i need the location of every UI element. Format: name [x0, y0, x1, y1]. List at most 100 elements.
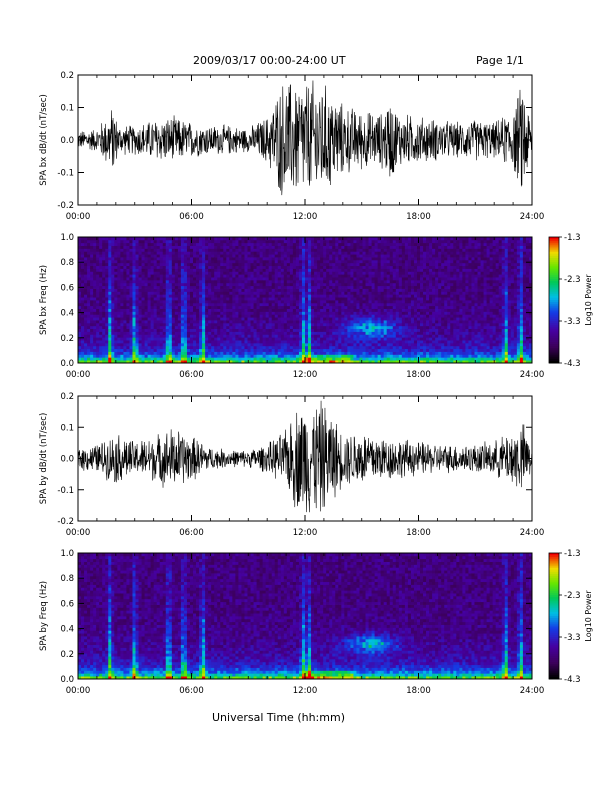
heatmap-cell	[253, 325, 257, 330]
heatmap-cell	[217, 279, 221, 284]
heatmap-cell	[108, 325, 112, 330]
heatmap-cell	[410, 245, 415, 249]
heatmap-cell	[244, 345, 248, 350]
heatmap-cell	[141, 337, 145, 341]
heatmap-cell	[398, 285, 403, 289]
heatmap-cell	[298, 308, 303, 312]
heatmap-cell	[81, 251, 85, 255]
heatmap-cell	[298, 259, 303, 264]
heatmap-cell	[123, 328, 127, 332]
heatmap-cell	[317, 254, 321, 258]
heatmap-cell	[205, 268, 209, 272]
heatmap-cell	[117, 259, 121, 264]
heatmap-cell	[344, 242, 348, 246]
heatmap-cell	[183, 320, 188, 324]
heatmap-cell	[205, 351, 209, 355]
heatmap-cell	[314, 254, 318, 258]
heatmap-cell	[238, 268, 242, 272]
heatmap-cell	[407, 265, 412, 269]
heatmap-cell	[135, 285, 139, 289]
heatmap-cell	[311, 345, 315, 350]
heatmap-cell	[280, 314, 285, 318]
heatmap-cell	[244, 360, 248, 364]
heatmap-cell	[305, 251, 309, 255]
heatmap-cell	[362, 348, 366, 352]
heatmap-cell	[344, 254, 348, 258]
heatmap-cell	[93, 345, 97, 350]
heatmap-cell	[211, 305, 215, 309]
heatmap-cell	[156, 239, 161, 244]
heatmap-cell	[383, 277, 388, 281]
heatmap-cell	[250, 239, 254, 244]
heatmap-cell	[165, 271, 170, 275]
heatmap-cell	[398, 311, 403, 315]
heatmap-cell	[286, 265, 291, 269]
heatmap-cell	[401, 322, 406, 327]
heatmap-cell	[413, 360, 418, 364]
heatmap-cell	[162, 334, 167, 338]
heatmap-cell	[126, 285, 130, 289]
heatmap-cell	[371, 239, 376, 244]
heatmap-cell	[220, 297, 224, 301]
heatmap-cell	[280, 268, 285, 272]
heatmap-cell	[114, 300, 118, 304]
heatmap-cell	[229, 242, 233, 246]
heatmap-cell	[214, 248, 218, 252]
heatmap-cell	[377, 357, 382, 361]
heatmap-cell	[286, 314, 291, 318]
heatmap-cell	[253, 345, 257, 350]
heatmap-cell	[226, 254, 230, 258]
heatmap-cell	[335, 297, 339, 301]
heatmap-cell	[298, 357, 303, 361]
heatmap-cell	[238, 308, 242, 312]
heatmap-cell	[259, 294, 264, 298]
heatmap-cell	[350, 314, 354, 318]
heatmap-cell	[292, 320, 297, 324]
heatmap-cell	[271, 288, 276, 292]
heatmap-cell	[295, 265, 300, 269]
heatmap-cell	[135, 245, 139, 249]
heatmap-cell	[189, 245, 194, 249]
heatmap-cell	[156, 245, 161, 249]
heatmap-cell	[323, 262, 327, 267]
heatmap-cell	[320, 328, 324, 332]
heatmap-cell	[123, 285, 127, 289]
heatmap-cell	[356, 271, 360, 275]
heatmap-cell	[280, 294, 285, 298]
heatmap-cell	[208, 254, 212, 258]
heatmap-cell	[413, 285, 418, 289]
heatmap-cell	[120, 288, 124, 292]
heatmap-cell	[183, 348, 188, 352]
heatmap-cell	[174, 245, 179, 249]
heatmap-cell	[147, 254, 152, 258]
heatmap-cell	[211, 351, 215, 355]
heatmap-cell	[286, 237, 291, 241]
heatmap-cell	[283, 271, 288, 275]
heatmap-cell	[241, 317, 245, 321]
heatmap-cell	[277, 288, 282, 292]
heatmap-cell	[159, 239, 164, 244]
heatmap-cell	[171, 337, 176, 341]
heatmap-cell	[174, 317, 179, 321]
heatmap-cell	[398, 340, 403, 344]
heatmap-cell	[250, 302, 254, 307]
heatmap-cell	[156, 348, 161, 352]
heatmap-cell	[362, 285, 366, 289]
heatmap-cell	[162, 340, 167, 344]
heatmap-cell	[84, 354, 88, 358]
heatmap-cell	[247, 248, 251, 252]
heatmap-cell	[111, 274, 115, 278]
heatmap-cell	[232, 331, 236, 335]
heatmap-cell	[217, 322, 221, 327]
heatmap-cell	[93, 342, 97, 347]
heatmap-cell	[347, 288, 351, 292]
heatmap-cell	[256, 325, 260, 330]
heatmap-cell	[241, 271, 245, 275]
heatmap-cell	[286, 288, 291, 292]
heatmap-cell	[108, 320, 112, 324]
heatmap-cell	[308, 322, 312, 327]
heatmap-cell	[177, 265, 182, 269]
heatmap-cell	[253, 342, 257, 347]
heatmap-cell	[114, 271, 118, 275]
heatmap-cell	[108, 259, 112, 264]
